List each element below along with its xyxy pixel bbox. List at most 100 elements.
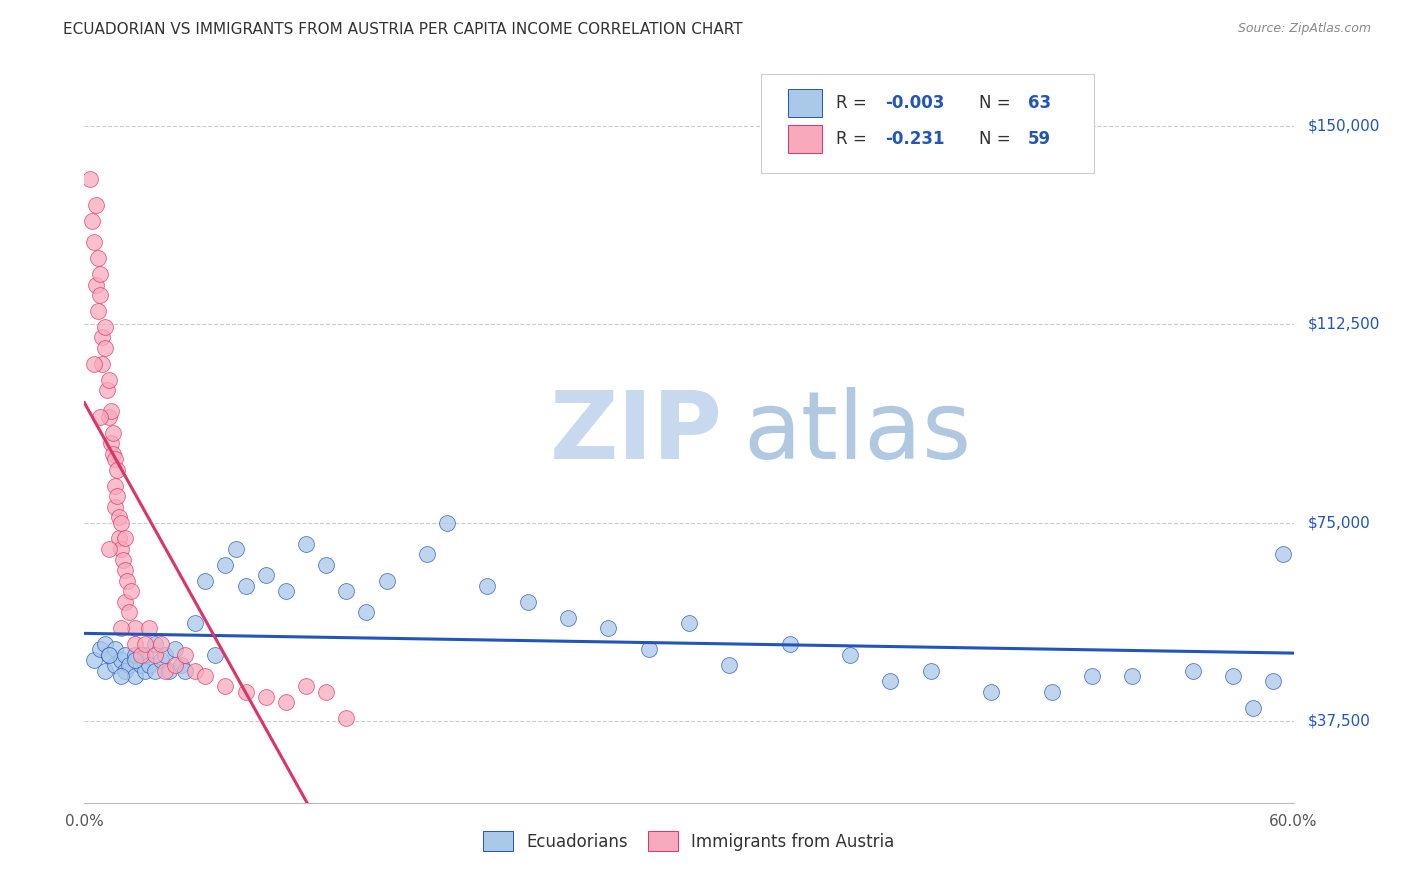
Point: [89, 409, 111, 424]
Point: [87, 251, 110, 265]
Point: [97, 409, 120, 424]
Point: [184, 664, 207, 678]
Point: [416, 547, 439, 561]
Point: [110, 541, 132, 556]
Point: [477, 579, 499, 593]
Point: [184, 615, 207, 630]
Point: [83, 357, 105, 371]
Point: [118, 606, 141, 620]
Point: [718, 658, 741, 673]
Point: [1241, 700, 1264, 714]
Point: [274, 584, 297, 599]
Point: [93, 319, 115, 334]
Point: [980, 685, 1002, 699]
Point: [114, 563, 136, 577]
Point: [153, 648, 176, 662]
Text: $112,500: $112,500: [1308, 317, 1381, 332]
Point: [157, 664, 180, 678]
Text: $37,500: $37,500: [1308, 714, 1371, 729]
Point: [104, 452, 127, 467]
Point: [375, 574, 398, 588]
Point: [134, 664, 156, 678]
Point: [97, 541, 120, 556]
Point: [143, 648, 166, 662]
Point: [516, 595, 538, 609]
Point: [104, 642, 127, 657]
Point: [204, 648, 226, 662]
Legend: Ecuadorians, Immigrants from Austria: Ecuadorians, Immigrants from Austria: [477, 825, 901, 857]
Point: [110, 653, 132, 667]
Point: [124, 621, 146, 635]
Point: [104, 500, 127, 514]
Point: [174, 648, 197, 662]
Point: [235, 579, 257, 593]
Text: Source: ZipAtlas.com: Source: ZipAtlas.com: [1237, 22, 1371, 36]
Text: ECUADORIAN VS IMMIGRANTS FROM AUSTRIA PER CAPITA INCOME CORRELATION CHART: ECUADORIAN VS IMMIGRANTS FROM AUSTRIA PE…: [63, 22, 742, 37]
Point: [124, 669, 146, 683]
Point: [83, 653, 105, 667]
Point: [96, 384, 118, 398]
Point: [110, 516, 132, 530]
Point: [138, 621, 160, 635]
Point: [165, 658, 187, 673]
Point: [1181, 664, 1204, 678]
Point: [1222, 669, 1244, 683]
Point: [149, 653, 172, 667]
Point: [779, 637, 801, 651]
Text: R =: R =: [837, 129, 873, 148]
Point: [115, 574, 138, 588]
Point: [839, 648, 862, 662]
Point: [97, 648, 120, 662]
Point: [225, 541, 247, 556]
Point: [295, 537, 318, 551]
Point: [138, 658, 160, 673]
Point: [129, 658, 152, 673]
Point: [101, 425, 124, 440]
Point: [170, 658, 193, 673]
Point: [100, 404, 122, 418]
Text: N =: N =: [979, 129, 1017, 148]
Point: [315, 685, 337, 699]
Point: [315, 558, 337, 572]
Bar: [789, 89, 823, 117]
Point: [89, 642, 111, 657]
Point: [1272, 547, 1295, 561]
Point: [93, 637, 115, 651]
Point: [124, 648, 146, 662]
Point: [79, 171, 101, 186]
Point: [114, 532, 136, 546]
Point: [165, 642, 187, 657]
Point: [879, 674, 901, 689]
Point: [91, 357, 114, 371]
Point: [214, 680, 236, 694]
Point: [1081, 669, 1104, 683]
Point: [1121, 669, 1143, 683]
Point: [174, 664, 197, 678]
Point: [134, 637, 156, 651]
Point: [436, 516, 458, 530]
Point: [678, 615, 700, 630]
Point: [194, 669, 217, 683]
Point: [107, 510, 129, 524]
Point: [91, 330, 114, 344]
Point: [124, 637, 146, 651]
Point: [104, 658, 127, 673]
Point: [111, 552, 134, 566]
Point: [93, 341, 115, 355]
Point: [214, 558, 236, 572]
Point: [110, 669, 132, 683]
Point: [100, 436, 122, 450]
Point: [120, 584, 142, 599]
Bar: [789, 125, 823, 153]
Point: [129, 648, 152, 662]
Point: [1263, 674, 1285, 689]
Point: [637, 642, 659, 657]
Point: [101, 447, 124, 461]
Text: 59: 59: [1028, 129, 1050, 148]
Point: [143, 637, 166, 651]
Point: [335, 711, 357, 725]
Text: R =: R =: [837, 95, 873, 112]
Point: [235, 685, 257, 699]
Point: [89, 288, 111, 302]
Point: [194, 574, 217, 588]
